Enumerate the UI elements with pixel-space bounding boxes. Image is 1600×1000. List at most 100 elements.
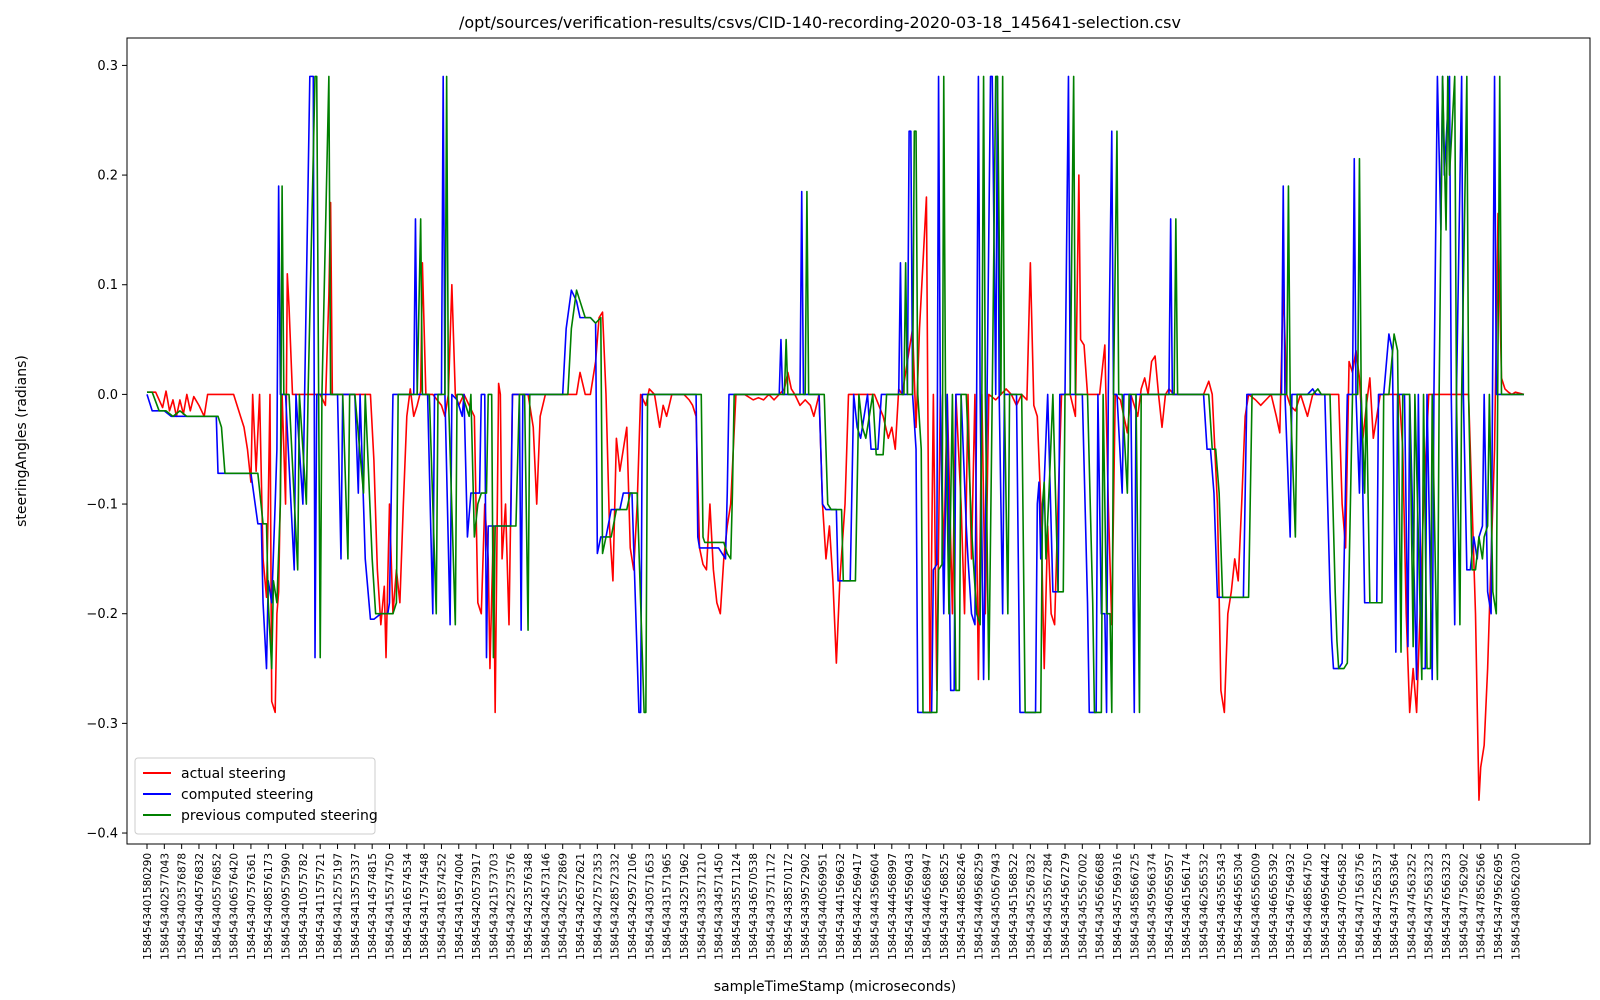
x-tick-label: 1584543404576832 [194, 853, 206, 960]
x-tick-label: 1584543433571210 [696, 853, 708, 960]
x-tick-label: 1584543445569043 [904, 853, 916, 960]
x-tick-label: 1584543471563756 [1354, 853, 1366, 960]
x-tick-label: 1584543443569604 [869, 853, 881, 960]
y-tick-label: 0.2 [97, 169, 118, 184]
x-tick-label: 1584543414574815 [367, 853, 379, 960]
x-axis-label: sampleTimeStamp (microseconds) [714, 979, 956, 995]
legend-label: computed steering [181, 787, 314, 803]
chart-title: /opt/sources/verification-results/csvs/C… [459, 13, 1181, 33]
x-tick-label: 1584543461566174 [1181, 853, 1193, 960]
x-tick-label: 1584543479562695 [1493, 853, 1505, 960]
x-tick-label: 1584543423576348 [523, 853, 535, 960]
x-tick-label: 1584543427572353 [592, 853, 604, 960]
x-tick-label: 1584543442569417 [852, 853, 864, 960]
x-tick-label: 1584543466565392 [1268, 853, 1280, 960]
x-tick-label: 1584543436570538 [748, 853, 760, 960]
x-tick-label: 1584543469564442 [1320, 853, 1332, 960]
x-tick-label: 1584543437571172 [766, 853, 778, 960]
x-tick-label: 1584543467564932 [1285, 853, 1297, 960]
y-axis: −0.4 −0.3 −0.2 −0.1 0.0 0.1 0.2 0.3 [86, 59, 127, 842]
x-tick-label: 1584543463565343 [1216, 853, 1228, 960]
x-tick-label: 1584543475563323 [1424, 853, 1436, 960]
x-tick-label: 1584543459566374 [1147, 853, 1159, 960]
x-tick-label: 1584543417574548 [419, 853, 431, 960]
x-tick-label: 1584543430571653 [644, 853, 656, 960]
x-tick-label: 1584543468564750 [1302, 853, 1314, 960]
x-tick-label: 1584543452567832 [1025, 853, 1037, 960]
x-tick-label: 1584543472563537 [1372, 853, 1384, 960]
x-tick-label: 1584543476563323 [1441, 853, 1453, 960]
x-tick-label: 1584543413575337 [350, 853, 362, 960]
x-tick-label: 1584543432571962 [679, 853, 691, 960]
x-tick-label: 1584543453567284 [1043, 853, 1055, 960]
x-tick-label: 1584543405576852 [211, 853, 223, 960]
x-tick-label: 1584543418574252 [436, 853, 448, 960]
x-tick-label: 1584543407576361 [246, 853, 258, 960]
series-line-1 [147, 174, 1525, 801]
x-tick-label: 1584543446568947 [921, 853, 933, 960]
y-tick-label: −0.4 [86, 827, 118, 842]
x-tick-label: 1584543474563252 [1406, 853, 1418, 960]
x-tick-label: 1584543455567002 [1077, 853, 1089, 960]
x-tick-label: 1584543435571124 [731, 853, 743, 960]
x-tick-label: 1584543451568522 [1008, 853, 1020, 960]
x-tick-label: 1584543422573576 [506, 853, 518, 960]
x-tick-label: 1584543457569316 [1112, 853, 1124, 960]
x-tick-label: 1584543444568997 [887, 853, 899, 960]
y-tick-label: −0.1 [86, 498, 118, 513]
legend: actual steering computed steering previous… [134, 757, 378, 835]
x-tick-label: 1584543440569951 [818, 853, 830, 960]
series-line-3 [147, 75, 1524, 714]
x-tick-label: 1584543429572106 [627, 853, 639, 960]
x-tick-label: 1584543403576878 [177, 853, 189, 960]
x-tick-label: 1584543462565532 [1199, 853, 1211, 960]
x-tick-label: 1584543409575990 [281, 853, 293, 960]
y-tick-label: 0.3 [97, 59, 118, 74]
x-tick-label: 1584543454567279 [1060, 853, 1072, 960]
x-tick-label: 1584543402577043 [159, 853, 171, 960]
x-tick-label: 1584543421573703 [488, 853, 500, 960]
plot-area [146, 75, 1525, 801]
x-tick-label: 1584543415574750 [384, 853, 396, 960]
x-tick-label: 1584543447568525 [939, 853, 951, 960]
x-tick-label: 1584543449568259 [973, 853, 985, 960]
x-tick-label: 1584543450567943 [991, 853, 1003, 960]
x-tick-label: 1584543464565304 [1233, 853, 1245, 960]
x-tick-label: 1584543408576173 [263, 853, 275, 960]
x-tick-label: 1584543460565957 [1164, 853, 1176, 960]
y-tick-label: −0.3 [86, 717, 118, 732]
x-tick-label: 1584543424573146 [540, 853, 552, 960]
x-tick-label: 1584543406576420 [229, 853, 241, 960]
x-tick-label: 1584543419574004 [454, 853, 466, 960]
x-tick-label: 1584543439572902 [800, 853, 812, 960]
legend-label: previous computed steering [181, 808, 378, 824]
x-tick-label: 1584543438570172 [783, 853, 795, 960]
y-tick-label: 0.1 [97, 278, 118, 293]
x-tick-label: 1584543456566688 [1095, 853, 1107, 960]
x-tick-label: 1584543420573917 [471, 853, 483, 960]
x-tick-label: 1584543416574534 [402, 853, 414, 960]
x-tick-label: 1584543441569632 [835, 853, 847, 960]
x-tick-label: 1584543411575721 [315, 853, 327, 960]
x-tick-label: 1584543412575197 [333, 853, 345, 960]
x-tick-label: 1584543431571965 [662, 853, 674, 960]
x-tick-label: 1584543410575782 [298, 853, 310, 960]
x-tick-label: 1584543401580290 [142, 853, 154, 960]
x-axis: 1584543401580290 1584543402577043 15845434… [142, 844, 1522, 960]
x-tick-label: 1584543465565009 [1251, 853, 1263, 960]
x-tick-label: 1584543448568246 [956, 853, 968, 960]
x-tick-label: 1584543480562030 [1510, 853, 1522, 960]
legend-box [134, 757, 376, 835]
x-tick-label: 1584543470564582 [1337, 853, 1349, 960]
x-tick-label: 1584543478562566 [1476, 853, 1488, 960]
x-tick-label: 1584543434571450 [714, 853, 726, 960]
x-tick-label: 1584543473563364 [1389, 853, 1401, 960]
legend-label: actual steering [181, 766, 286, 782]
y-tick-label: −0.2 [86, 607, 118, 622]
x-tick-label: 1584543458566725 [1129, 853, 1141, 960]
x-tick-label: 1584543428572332 [610, 853, 622, 960]
x-tick-label: 1584543425572869 [558, 853, 570, 960]
y-tick-label: 0.0 [97, 388, 118, 403]
x-tick-label: 1584543426572621 [575, 853, 587, 960]
